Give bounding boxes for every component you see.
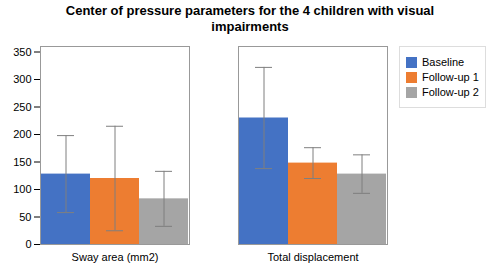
svg-text:100: 100 [13,183,31,195]
html-text:Follow-up 1: Follow-up 1 [422,71,479,83]
svg-text:Total displacement: Total displacement [267,251,358,263]
svg-text:50: 50 [19,211,31,223]
svg-text:Sway area (mm2): Sway area (mm2) [72,251,159,263]
svg-text:250: 250 [13,101,31,113]
html-text:Follow-up 2: Follow-up 2 [422,86,479,98]
svg-text:200: 200 [13,128,31,140]
svg-text:300: 300 [13,73,31,85]
svg-text:350: 350 [13,46,31,58]
svg-text:0: 0 [25,238,31,250]
html-text:Baseline: Baseline [422,56,465,68]
html-text:Center of pressure parameters: Center of pressure parameters for the 4 … [65,3,435,34]
svg-text:150: 150 [13,156,31,168]
